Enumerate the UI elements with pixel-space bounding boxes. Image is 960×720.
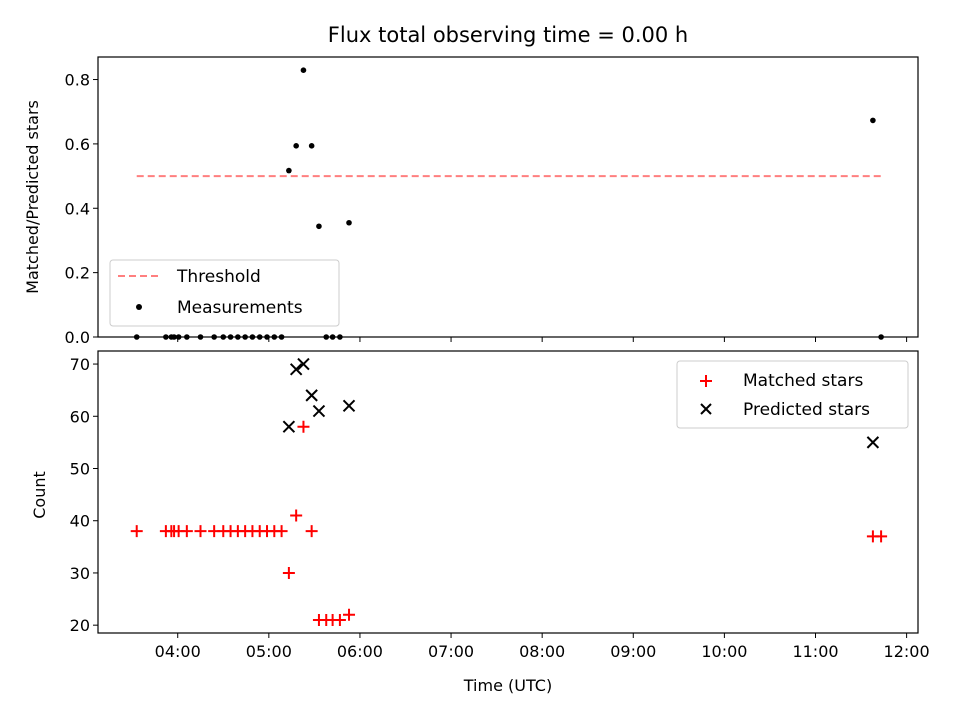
matched-stars-point (130, 525, 143, 538)
measurements-point (337, 334, 343, 340)
measurements-point (300, 67, 307, 73)
x-tick-label: 11:00 (792, 642, 838, 661)
ratio-y-tick-label: 0.8 (65, 71, 90, 90)
measurements-point (346, 219, 352, 226)
matched-stars-point (343, 608, 356, 621)
measurements-point (211, 334, 217, 340)
measurements-point (171, 334, 177, 340)
legend-matched-label: Matched stars (743, 371, 863, 391)
measurements-point (286, 167, 292, 174)
predicted-stars-point (305, 389, 318, 402)
legend-measurements-swatch (136, 304, 142, 310)
measurements-point (227, 334, 234, 340)
matched-stars-point (194, 525, 207, 538)
ratio-legend-box (109, 259, 340, 327)
count-y-tick-label: 70 (70, 355, 90, 374)
predicted-stars-point (282, 420, 296, 433)
measurements-point (278, 334, 285, 340)
matched-stars-point (297, 420, 310, 433)
count-y-tick-label: 50 (70, 460, 90, 479)
legend-measurements-label: Measurements (177, 298, 303, 318)
predicted-stars-point (312, 404, 326, 418)
chart-title: Flux total observing time = 0.00 h (328, 23, 688, 47)
measurements-point (323, 334, 330, 340)
ratio-y-tick-label: 0.2 (65, 264, 90, 283)
x-tick-label: 06:00 (337, 642, 383, 661)
count-legend: Matched stars Predicted stars (676, 360, 909, 429)
measurements-point (184, 334, 190, 340)
ratio-legend: Threshold Measurements (109, 259, 340, 327)
measurements-point (163, 334, 169, 340)
measurements-point (197, 334, 204, 340)
matched-stars-point (275, 525, 288, 538)
ratio-y-axis-label: Matched/Predicted stars (23, 100, 42, 294)
x-tick-label: 10:00 (701, 642, 747, 661)
measurements-point (242, 334, 248, 340)
measurements-point (870, 117, 876, 124)
legend-predicted-swatch (700, 403, 712, 415)
matched-stars-point (875, 530, 888, 543)
predicted-stars-point (342, 399, 356, 413)
measurements-point (316, 223, 322, 230)
predicted-stars-point (297, 357, 310, 371)
predicted-stars-point (289, 363, 303, 376)
measurements-point (271, 334, 278, 340)
measurements-point (308, 143, 315, 149)
ratio-panel: Matched/Predicted stars 0.0 0.2 0.4 0.6 0.8 (23, 56, 919, 347)
ratio-y-tick-label: 0.0 (65, 328, 90, 347)
matched-stars-point (333, 613, 346, 626)
measurements-point (175, 334, 182, 340)
count-legend-box (676, 360, 909, 429)
x-tick-label: 09:00 (610, 642, 656, 661)
count-y-tick-label: 30 (70, 564, 90, 583)
count-y-tick-label: 20 (70, 616, 90, 635)
matched-stars-point (305, 525, 318, 538)
x-tick-label: 05:00 (246, 642, 292, 661)
x-tick-label: 07:00 (428, 642, 474, 661)
matched-stars-point (282, 566, 295, 579)
count-y-axis-label: Count (30, 471, 49, 519)
ratio-y-tick-label: 0.6 (65, 135, 90, 154)
measurements-point (329, 334, 336, 340)
count-panel-frame (97, 350, 919, 634)
matched-stars-point (290, 509, 303, 522)
matched-stars-point (180, 525, 193, 538)
legend-predicted-label: Predicted stars (743, 400, 870, 420)
x-tick-label: 04:00 (155, 642, 201, 661)
x-tick-label: 08:00 (519, 642, 565, 661)
legend-threshold-label: Threshold (176, 267, 261, 287)
x-axis-label: Time (UTC) (463, 676, 552, 695)
measurements-point (133, 334, 140, 340)
measurements-point (249, 334, 256, 340)
ratio-panel-frame (97, 56, 919, 338)
measurements-point (264, 334, 270, 340)
count-y-tick-label: 60 (70, 407, 90, 426)
count-panel: Count 04:00 05:00 06:00 07:00 08:00 09:00 10:0… (30, 350, 930, 661)
x-tick-label: 12:00 (884, 642, 930, 661)
ratio-y-tick-label: 0.4 (65, 199, 90, 218)
measurements-point (235, 334, 241, 340)
measurements-point (878, 334, 884, 340)
count-y-tick-label: 40 (70, 512, 90, 531)
measurements-point (220, 334, 227, 340)
measurements-point (293, 143, 299, 149)
legend-matched-swatch (700, 375, 712, 387)
measurements-point (256, 334, 263, 340)
predicted-stars-point (866, 436, 880, 449)
